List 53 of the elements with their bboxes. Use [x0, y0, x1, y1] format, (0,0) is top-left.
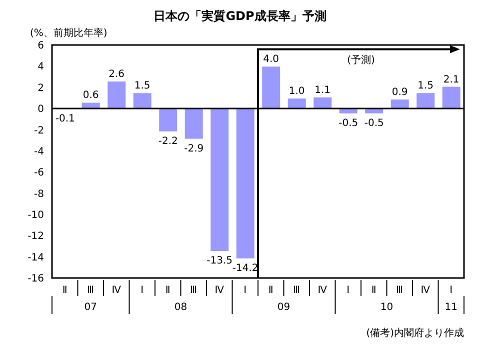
x-tick-label: Ⅳ: [318, 285, 328, 296]
data-label: 1.1: [314, 84, 331, 96]
x-tick-label: Ⅱ: [268, 285, 274, 296]
y-axis-title: (%、前期比年率): [30, 26, 108, 40]
data-label: -2.2: [158, 136, 178, 147]
data-label: 4.0: [263, 54, 280, 66]
data-label: 2.1: [443, 74, 460, 86]
text: 11: [444, 302, 458, 313]
y-tick-label: -6: [34, 168, 44, 179]
x-tick-label: Ⅲ: [396, 285, 404, 296]
text: (備考)内閣府より作成: [366, 327, 464, 339]
x-tick-label: Ⅲ: [87, 285, 94, 296]
x-tick-label: Ⅰ: [140, 285, 144, 296]
x-tick-label: Ⅲ: [190, 285, 198, 296]
data-label: 0.9: [392, 87, 408, 98]
text: 07: [84, 302, 97, 313]
y-tick-label: -4: [34, 146, 44, 158]
x-tick-label: Ⅳ: [214, 285, 225, 296]
data-label: -0.1: [55, 114, 75, 125]
x-tick-label: Ⅱ: [165, 285, 170, 296]
y-tick-label: 4: [38, 62, 44, 73]
data-label: -13.5: [206, 256, 233, 267]
data-label: -14.2: [232, 262, 258, 274]
y-tick-label: -14: [28, 252, 44, 264]
x-tick-label: Ⅳ: [112, 285, 122, 296]
chart-title: 日本の「実質GDP成長率」予測: [152, 8, 328, 25]
y-tick-label: -10: [28, 210, 44, 222]
y-tick-label: -8: [34, 188, 44, 200]
data-label: -0.5: [338, 118, 358, 129]
y-tick-label: 2: [38, 82, 44, 94]
text: 09: [277, 302, 290, 313]
x-tick-label: Ⅰ: [346, 285, 350, 296]
data-label: 1.5: [418, 80, 434, 92]
data-label: 0.6: [82, 90, 99, 102]
data-label: -0.5: [364, 118, 384, 129]
x-tick-label: Ⅰ: [450, 285, 453, 296]
data-label: 1.5: [134, 80, 150, 92]
x-tick-label: Ⅱ: [62, 285, 68, 296]
y-tick-label: -16: [28, 274, 44, 285]
text: 08: [174, 302, 188, 313]
data-label: 1.0: [288, 86, 305, 97]
y-tick-label: -12: [28, 231, 44, 242]
x-tick-label: Ⅱ: [371, 285, 376, 296]
text: 10: [380, 302, 394, 313]
x-tick-label: Ⅰ: [244, 285, 247, 296]
y-tick-label: 6: [38, 40, 44, 52]
data-label: 2.6: [108, 69, 125, 80]
annotation: (予測): [347, 54, 375, 66]
x-tick-label: Ⅲ: [293, 285, 300, 296]
data-label: -2.9: [184, 143, 204, 154]
y-tick-label: -2: [34, 125, 44, 136]
y-tick-label: 0: [38, 104, 44, 116]
x-tick-label: Ⅳ: [420, 285, 431, 296]
